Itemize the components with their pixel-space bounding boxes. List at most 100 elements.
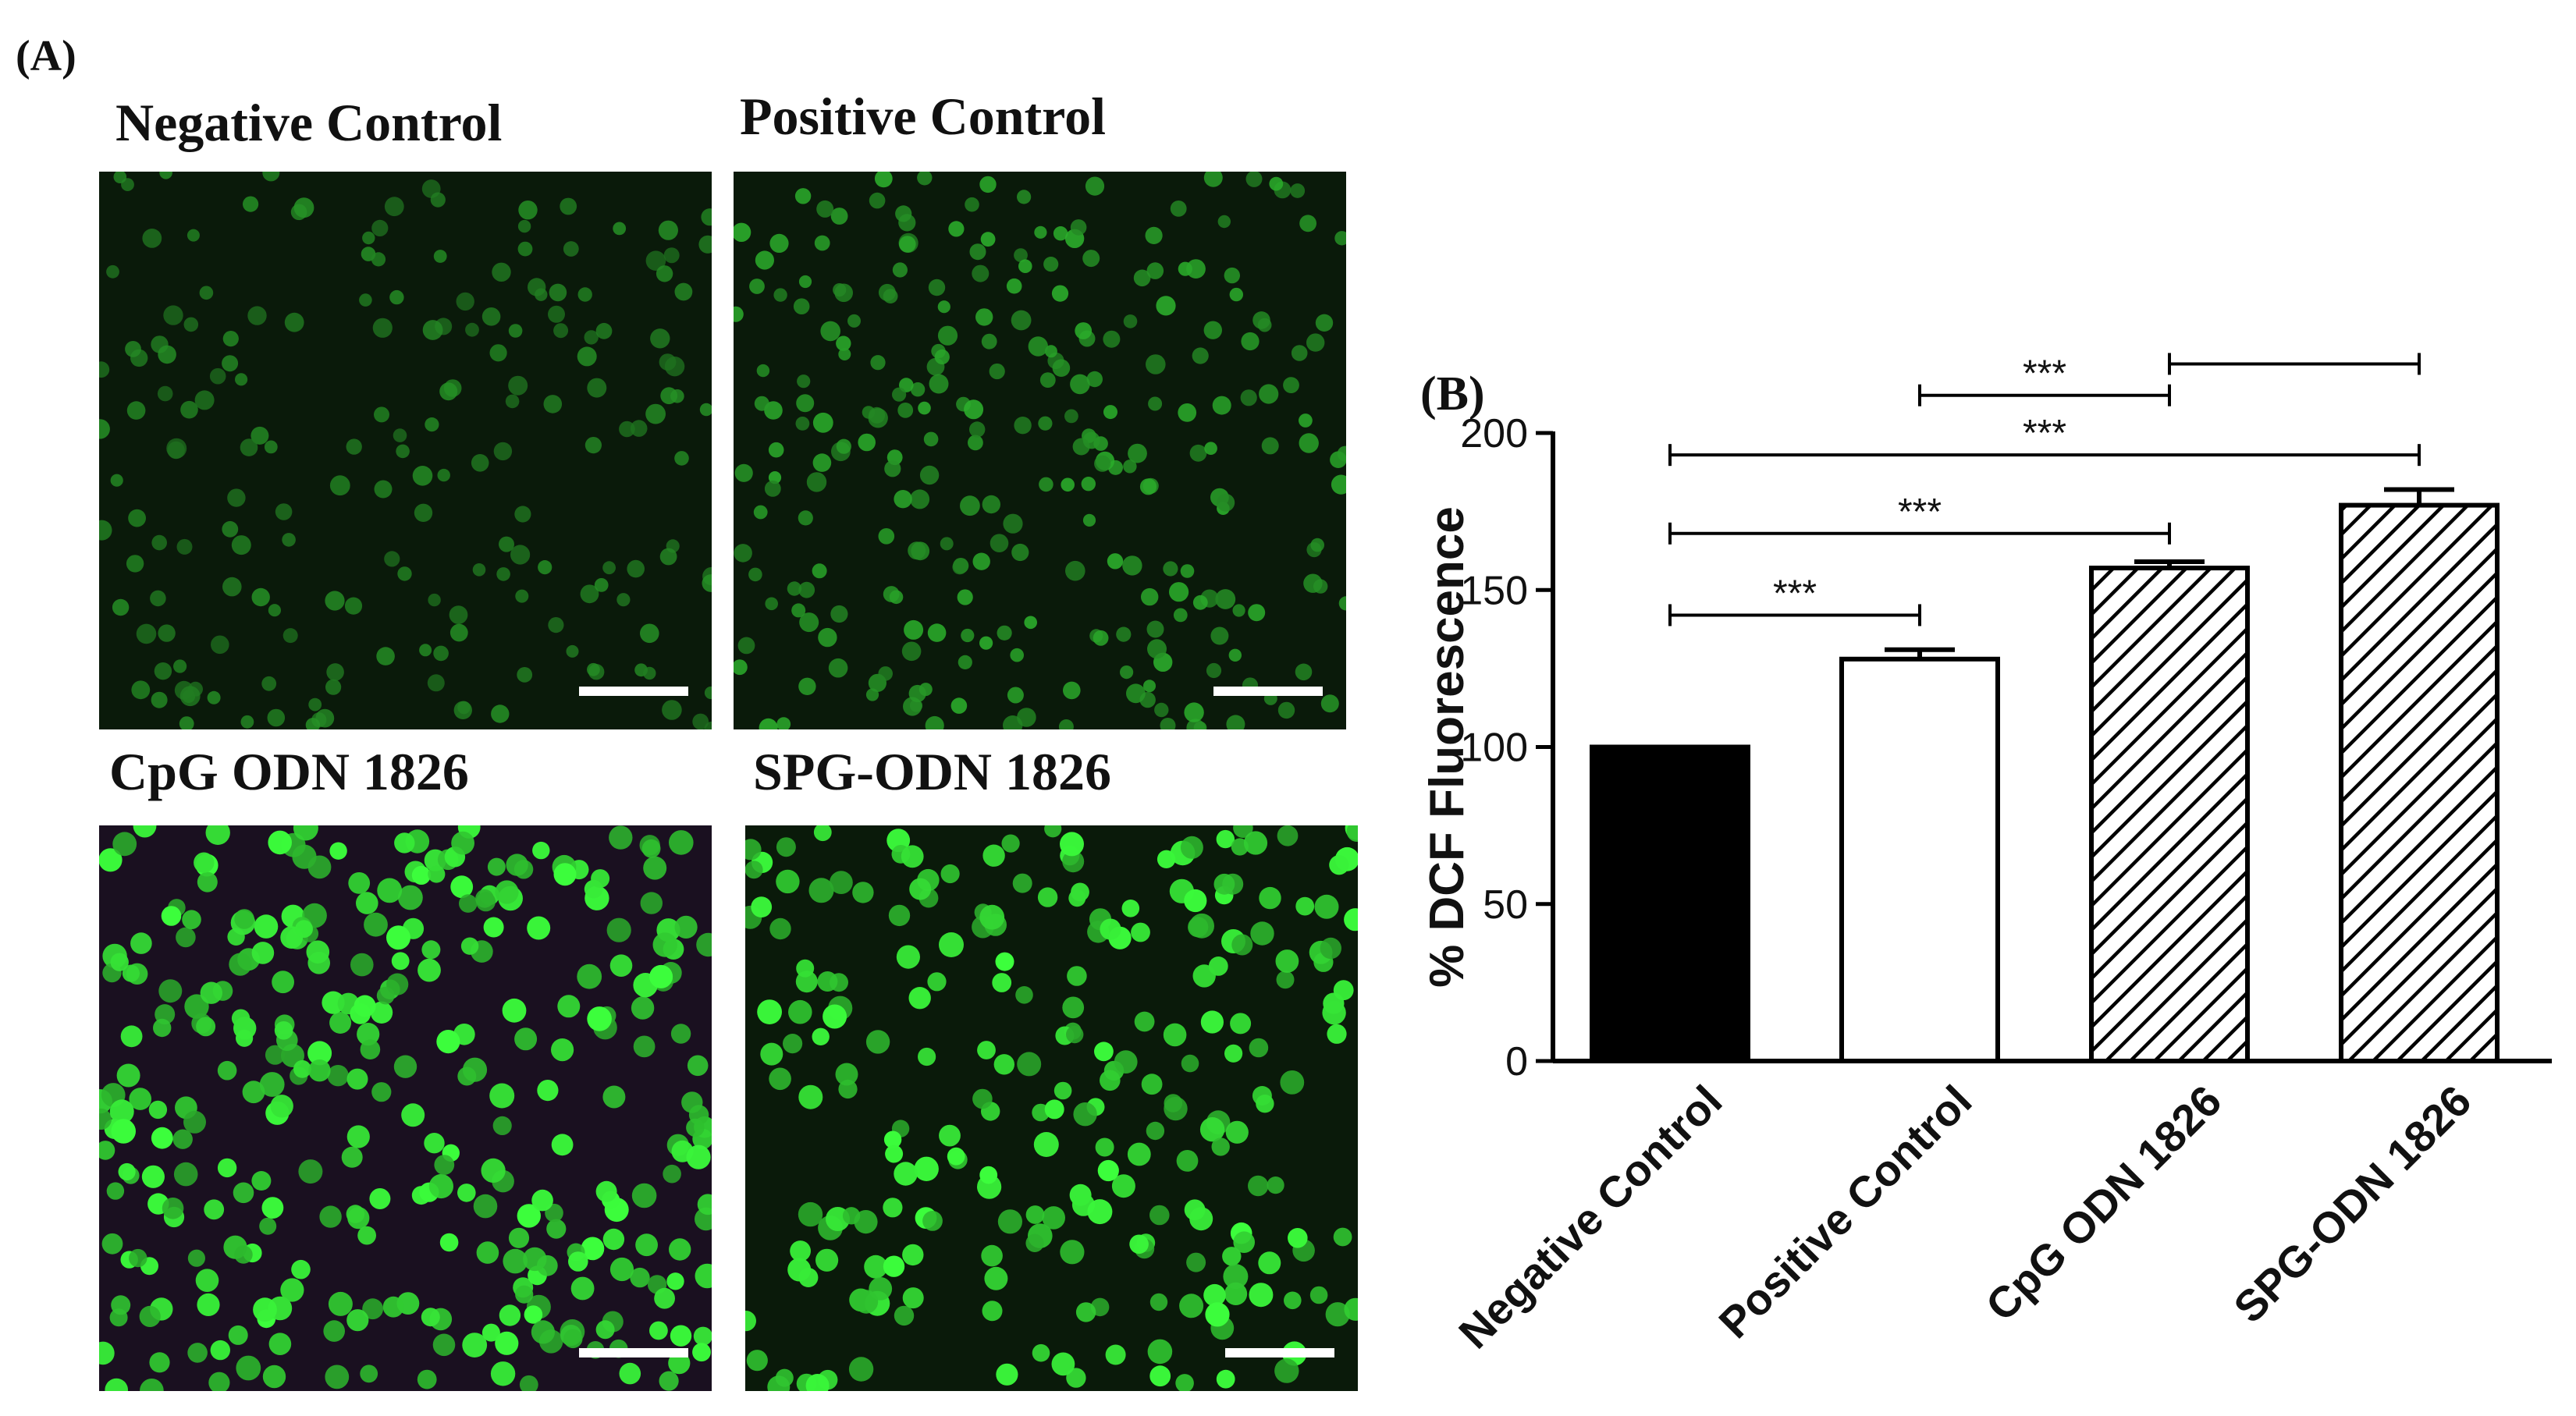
- cell: [122, 964, 140, 982]
- cell: [222, 331, 239, 347]
- cell: [909, 699, 923, 712]
- cell: [1128, 443, 1147, 463]
- cell: [613, 222, 627, 236]
- cell: [823, 1004, 847, 1029]
- cell: [820, 321, 840, 342]
- cell: [1184, 702, 1204, 722]
- cell: [1107, 553, 1124, 570]
- cell: [180, 400, 198, 419]
- cell: [1295, 663, 1313, 681]
- cell: [161, 906, 182, 926]
- cell: [1226, 715, 1245, 729]
- cell: [852, 882, 874, 903]
- cell: [1243, 831, 1268, 855]
- cell: [481, 1323, 500, 1342]
- cell: [1192, 594, 1208, 610]
- cell: [151, 1127, 173, 1149]
- cell: [99, 1108, 112, 1130]
- cell: [502, 998, 527, 1023]
- cell: [205, 825, 230, 845]
- cell: [428, 865, 446, 883]
- cell: [902, 1244, 924, 1266]
- cell: [200, 981, 222, 1004]
- cell: [495, 1331, 519, 1355]
- cell: [329, 1012, 352, 1034]
- cell: [329, 475, 350, 496]
- cell: [814, 235, 830, 251]
- cell: [1211, 1137, 1230, 1156]
- cell: [182, 910, 201, 929]
- cell: [745, 1311, 756, 1332]
- cell: [939, 932, 964, 957]
- cell: [268, 604, 281, 617]
- cell: [99, 419, 110, 439]
- cell: [1274, 1358, 1299, 1383]
- cell: [481, 1158, 506, 1183]
- cell: [150, 590, 166, 607]
- cell: [830, 605, 848, 623]
- cell: [376, 647, 395, 665]
- micrograph-cpg-odn-cells: [99, 825, 712, 1391]
- cell: [1051, 285, 1069, 302]
- cell: [1103, 330, 1121, 348]
- cell: [346, 438, 362, 455]
- cell: [243, 196, 259, 212]
- cell: [274, 1021, 293, 1040]
- cell: [996, 1363, 1018, 1386]
- cell: [1075, 322, 1093, 339]
- cell: [449, 623, 468, 642]
- cell: [459, 894, 478, 913]
- cell: [619, 1362, 641, 1385]
- cell: [1073, 1102, 1097, 1127]
- cell: [870, 355, 886, 371]
- cell: [427, 674, 445, 692]
- cell: [1066, 1368, 1086, 1388]
- cell: [670, 1024, 691, 1044]
- cell: [737, 637, 755, 655]
- x-tick-label: Negative Control: [1449, 1076, 1731, 1357]
- cell: [1018, 259, 1032, 273]
- cell: [670, 1325, 692, 1347]
- cell: [669, 830, 694, 855]
- cell: [344, 597, 363, 615]
- cell: [460, 937, 479, 955]
- cell: [217, 1060, 237, 1081]
- cell: [130, 932, 152, 954]
- cell: [997, 625, 1012, 641]
- cell: [357, 1226, 376, 1245]
- cell: [874, 172, 893, 188]
- cell: [1082, 513, 1096, 527]
- cell: [515, 589, 529, 603]
- cell: [1085, 176, 1105, 196]
- cell: [695, 1263, 712, 1289]
- cell: [139, 1305, 161, 1327]
- cell: [640, 892, 663, 914]
- cell: [229, 953, 252, 976]
- cell: [204, 1199, 225, 1220]
- cell: [546, 1219, 567, 1239]
- cell: [1231, 934, 1253, 956]
- cell: [696, 932, 712, 957]
- cell: [645, 403, 666, 424]
- cell: [1070, 374, 1090, 395]
- cell: [1346, 825, 1358, 842]
- cell: [492, 1116, 512, 1135]
- cell: [154, 662, 172, 680]
- cell: [374, 406, 389, 423]
- cell: [1290, 183, 1306, 198]
- cell: [251, 942, 275, 964]
- cell: [796, 394, 815, 413]
- cell: [1024, 616, 1037, 630]
- cell: [451, 831, 474, 855]
- cell: [1007, 687, 1024, 704]
- cell: [1100, 918, 1121, 940]
- cell: [896, 945, 920, 969]
- cell: [1217, 493, 1235, 512]
- cell: [635, 1233, 658, 1257]
- cell: [894, 1305, 915, 1326]
- cell: [864, 1255, 888, 1279]
- cell: [473, 1194, 498, 1219]
- micrograph-positive-control: [734, 172, 1346, 729]
- cell: [1105, 1344, 1126, 1365]
- cell: [654, 1287, 675, 1309]
